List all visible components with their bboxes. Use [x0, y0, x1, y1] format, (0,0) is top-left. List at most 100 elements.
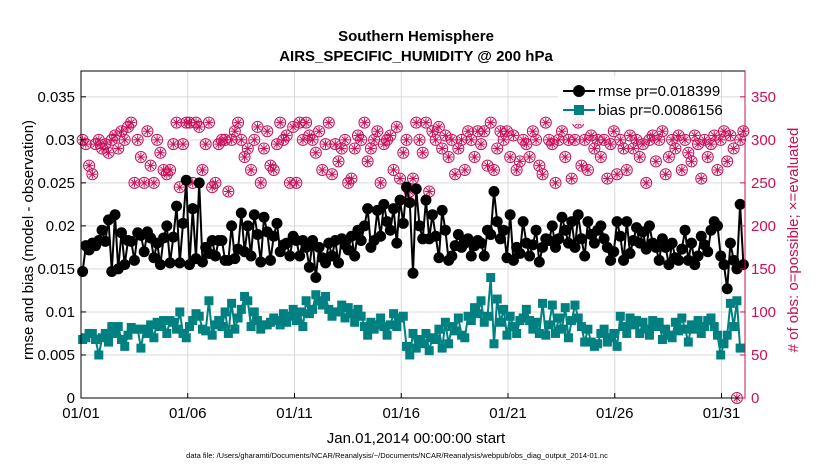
obs-evaluated-marker [557, 126, 567, 136]
y-right-axis-ticks: 0 50 100 150 200 250 300 350 [740, 71, 776, 407]
legend-rmse-marker [573, 85, 585, 97]
obs-possible-marker [377, 138, 390, 151]
bias-point [172, 324, 182, 334]
obs-evaluated-marker [262, 126, 272, 136]
obs-possible-marker [656, 125, 669, 138]
bias-point [570, 300, 580, 310]
bias-point [107, 322, 117, 332]
obs-possible-marker [682, 146, 695, 159]
obs-possible-marker [258, 142, 271, 155]
rmse-point [692, 250, 704, 262]
rmse-point [611, 216, 623, 228]
y-right-tick-label: 100 [751, 304, 776, 321]
bias-point [690, 324, 700, 334]
rmse-point [407, 267, 419, 279]
obs-evaluated-marker [729, 143, 739, 153]
obs-possible-marker [452, 142, 465, 155]
bias-point [495, 317, 505, 327]
rmse-point [666, 237, 678, 249]
bias-point [709, 322, 719, 332]
rmse-point [177, 217, 189, 229]
rmse-point [258, 211, 270, 223]
obs-evaluated-marker [356, 135, 366, 145]
rmse-point [618, 254, 630, 266]
bias-point [648, 316, 658, 326]
bias-point [382, 330, 392, 340]
bias-point [201, 326, 211, 336]
obs-possible-marker [679, 133, 692, 146]
bias-point [421, 328, 431, 338]
rmse-point [349, 250, 361, 262]
obs-evaluated-marker [460, 165, 470, 175]
obs-possible-marker [287, 120, 300, 133]
rmse-point [313, 241, 325, 253]
bias-point [94, 350, 104, 360]
obs-evaluated-marker [648, 131, 658, 141]
bias-point [207, 330, 217, 340]
obs-evaluated-marker [389, 165, 399, 175]
obs-possible-marker [672, 129, 685, 142]
obs-possible-marker [439, 129, 452, 142]
obs-evaluated-marker [554, 135, 564, 145]
bias-point [619, 322, 629, 332]
rmse-point [462, 233, 474, 245]
obs-evaluated-marker [677, 165, 687, 175]
rmse-point [187, 203, 199, 215]
bias-point [725, 298, 735, 308]
bias-point [376, 313, 386, 323]
bias-point [722, 330, 732, 340]
bias-point [716, 350, 726, 360]
obs-evaluated-marker [551, 178, 561, 188]
footnote-data-file: data file: /Users/gharamti/Documents/NCA… [186, 451, 608, 460]
rmse-point [248, 209, 260, 221]
bias-point [518, 313, 528, 323]
rmse-point [148, 252, 160, 264]
bias-point [528, 324, 538, 334]
obs-evaluated-marker [139, 178, 149, 188]
rmse-point [579, 250, 591, 262]
bias-point [525, 316, 535, 326]
rmse-point [99, 235, 111, 247]
obs-evaluated-marker [431, 135, 441, 145]
obs-evaluated-marker [444, 152, 454, 162]
bias-point [146, 320, 156, 330]
y-tick-label: 0.025 [37, 175, 75, 192]
rmse-point [235, 207, 247, 219]
obs-evaluated-marker [91, 139, 101, 149]
obs-evaluated-marker [612, 169, 622, 179]
bias-point [155, 322, 165, 332]
rmse-point [229, 253, 241, 265]
bias-point [398, 311, 408, 321]
obs-evaluated-marker [110, 131, 120, 141]
obs-possible-marker [154, 146, 167, 159]
x-tick-label: 01/21 [489, 405, 527, 422]
obs-evaluated-marker [395, 174, 405, 184]
obs-evaluated-marker [369, 135, 379, 145]
obs-possible-marker [313, 125, 326, 138]
obs-possible-marker [206, 181, 219, 194]
bias-point [434, 324, 444, 334]
obs-evaluated-marker [567, 174, 577, 184]
bias-point [440, 317, 450, 327]
bias-point [181, 333, 191, 343]
bias-point [531, 317, 541, 327]
obs-possible-marker [160, 168, 173, 181]
obs-evaluated-marker [330, 139, 340, 149]
obs-evaluated-marker [457, 135, 467, 145]
obs-possible-marker [351, 129, 364, 142]
obs-possible-marker [640, 176, 653, 189]
rmse-point [303, 261, 315, 273]
bias-point [104, 337, 114, 347]
obs-possible-marker [199, 138, 212, 151]
y-right-tick-label: 300 [751, 132, 776, 149]
bias-point [534, 328, 544, 338]
obs-evaluated-marker [175, 182, 185, 192]
obs-evaluated-marker [398, 148, 408, 158]
bias-point [486, 273, 496, 283]
bias-point [411, 343, 421, 353]
obs-possible-marker [646, 129, 659, 142]
rmse-point [588, 237, 600, 249]
obs-evaluated-marker [94, 135, 104, 145]
rmse-point [566, 216, 578, 228]
obs-evaluated-marker [168, 139, 178, 149]
